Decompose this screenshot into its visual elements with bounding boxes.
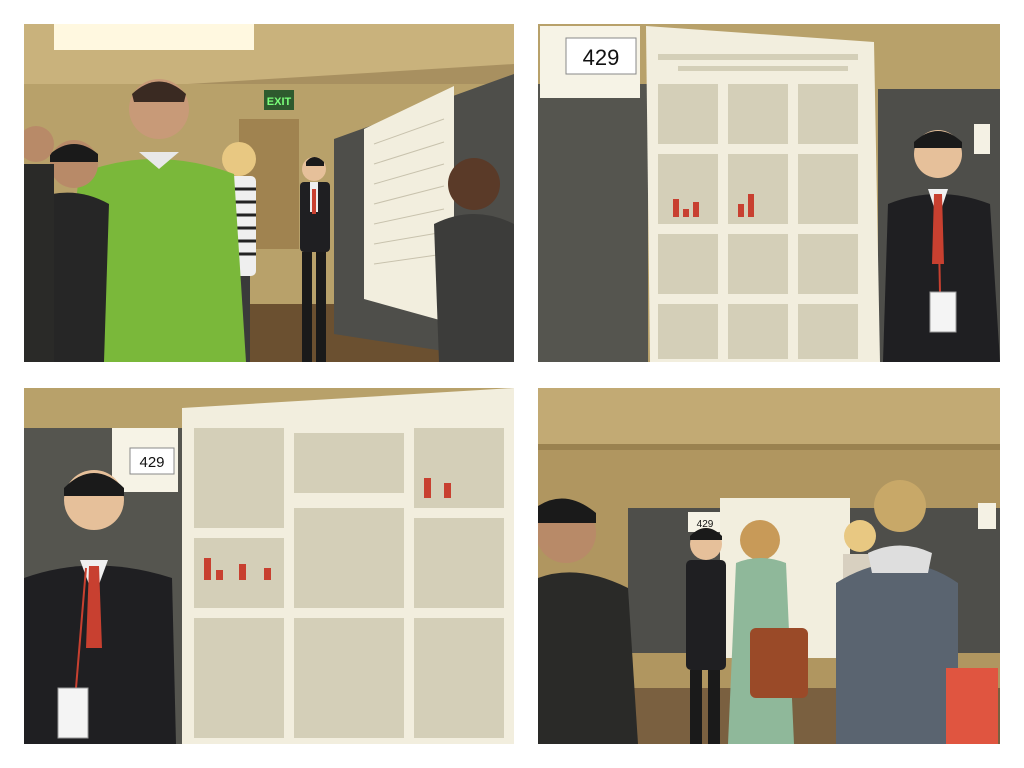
photo-crowd-at-poster: EXIT [24,24,514,362]
man-at-left-edge [24,126,54,362]
presenter-in-suit [686,528,726,744]
photo-presenter-closeup: 429 [24,388,514,744]
presenter-person [300,157,330,362]
woman-in-gray-coat [434,158,514,362]
name-badge [929,291,957,333]
photo-presenter-beside-poster: 429 [538,24,1000,362]
name-badge [57,687,89,739]
board-number: 429 [139,454,164,471]
leather-bag [750,628,808,698]
woman-in-green-dress [728,520,808,744]
man-with-glasses-foreground [538,498,638,744]
exit-sign-text: EXIT [267,96,292,108]
board-number-card: 429 [540,26,640,98]
photo-group-viewing-poster: 429 [538,388,1000,744]
board-number: 429 [697,519,714,530]
man-in-gray-hoodie [836,480,998,744]
red-bag [946,668,998,744]
board-number: 429 [583,45,620,70]
exit-sign: EXIT [264,90,294,110]
board-number-card: 429 [112,428,178,492]
smiling-presenter [24,470,176,744]
left-board [538,84,648,362]
smiling-presenter [883,130,1000,362]
